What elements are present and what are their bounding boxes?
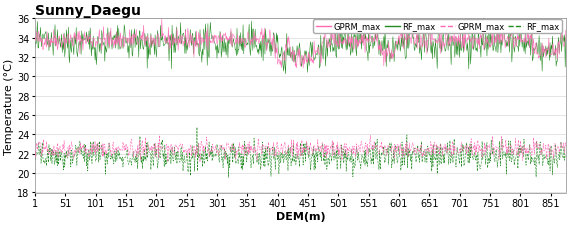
Text: Sunny_Daegu: Sunny_Daegu: [35, 4, 141, 18]
Legend: GPRM_max, RF_max, GPRM_max, RF_max: GPRM_max, RF_max, GPRM_max, RF_max: [313, 20, 561, 34]
X-axis label: DEM(m): DEM(m): [276, 211, 325, 221]
Y-axis label: Temperature (°C): Temperature (°C): [4, 58, 14, 154]
